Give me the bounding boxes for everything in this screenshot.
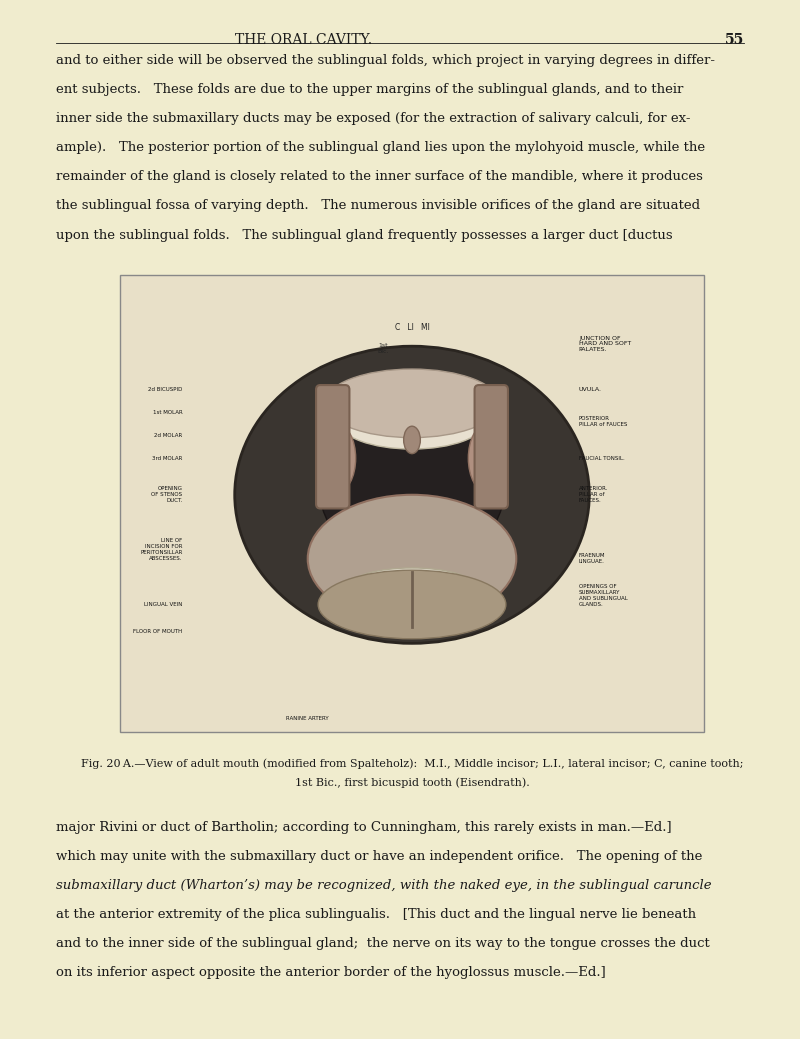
Ellipse shape [404,426,420,454]
Ellipse shape [234,346,590,643]
Text: Fig. 20 A.—View of adult mouth (modified from Spalteholz):  M.I., Middle incisor: Fig. 20 A.—View of adult mouth (modified… [81,758,743,769]
Text: THE ORAL CAVITY.: THE ORAL CAVITY. [235,33,373,47]
Text: 3rd MOLAR: 3rd MOLAR [152,456,182,460]
Ellipse shape [318,570,506,639]
Text: FAUCIAL TONSIL.: FAUCIAL TONSIL. [579,456,625,460]
Ellipse shape [468,424,506,492]
Text: ANTERIOR.
PILLAR of
FAUCES.: ANTERIOR. PILLAR of FAUCES. [579,486,608,503]
Text: 1st Bic., first bicuspid tooth (Eisendrath).: 1st Bic., first bicuspid tooth (Eisendra… [294,777,530,788]
Text: 2d MOLAR: 2d MOLAR [154,433,182,437]
Text: on its inferior aspect opposite the anterior border of the hyoglossus muscle.—Ed: on its inferior aspect opposite the ante… [56,966,606,980]
Text: at the anterior extremity of the plica sublingualis.   [This duct and the lingua: at the anterior extremity of the plica s… [56,908,696,922]
Text: upon the sublingual folds.   The sublingual gland frequently possesses a larger : upon the sublingual folds. The sublingua… [56,229,673,242]
Bar [120,275,704,732]
Text: FLOOR OF MOUTH: FLOOR OF MOUTH [134,630,182,635]
Text: which may unite with the submaxillary duct or have an independent orifice.   The: which may unite with the submaxillary du… [56,850,702,863]
Text: ample).   The posterior portion of the sublingual gland lies upon the mylohyoid : ample). The posterior portion of the sub… [56,141,705,155]
FancyBboxPatch shape [474,385,508,508]
Text: and to the inner side of the sublingual gland;  the nerve on its way to the tong: and to the inner side of the sublingual … [56,937,710,951]
Ellipse shape [350,568,474,605]
Text: RANINE ARTERY: RANINE ARTERY [286,716,329,721]
Text: 1st MOLAR: 1st MOLAR [153,410,182,415]
Text: C   LI   MI: C LI MI [394,323,430,332]
Ellipse shape [339,394,485,449]
Text: major Rivini or duct of Bartholin; according to Cunningham, this rarely exists i: major Rivini or duct of Bartholin; accor… [56,821,672,834]
Text: LINE OF
INCISION FOR
PERITONSILLAR
ABSCESSES.: LINE OF INCISION FOR PERITONSILLAR ABSCE… [140,538,182,561]
Text: submaxillary duct (Wharton’s) may be recognized, with the naked eye, in the subl: submaxillary duct (Wharton’s) may be rec… [56,879,712,893]
Text: POSTERIOR
PILLAR of FAUCES: POSTERIOR PILLAR of FAUCES [579,417,627,427]
FancyBboxPatch shape [316,385,350,508]
Text: FRAENUM
LINGUAE.: FRAENUM LINGUAE. [579,554,606,564]
Text: ent subjects.   These folds are due to the upper margins of the sublingual gland: ent subjects. These folds are due to the… [56,83,683,97]
Text: remainder of the gland is closely related to the inner surface of the mandible, : remainder of the gland is closely relate… [56,170,703,184]
Ellipse shape [318,390,506,572]
Text: 1st
Bic.: 1st Bic. [377,343,389,354]
Ellipse shape [318,424,356,492]
Ellipse shape [325,369,499,437]
Text: and to either side will be observed the sublingual folds, which project in varyi: and to either side will be observed the … [56,54,715,68]
Text: UVULA.: UVULA. [579,388,602,392]
Text: the sublingual fossa of varying depth.   The numerous invisible orifices of the : the sublingual fossa of varying depth. T… [56,199,700,213]
Text: OPENING
OF STENOS
DUCT.: OPENING OF STENOS DUCT. [151,486,182,503]
Text: 2d BICUSPID: 2d BICUSPID [148,388,182,392]
Text: 55: 55 [725,33,744,47]
Text: LINGUAL VEIN: LINGUAL VEIN [144,602,182,607]
Text: OPENINGS OF
SUBMAXILLARY
AND SUBLINGUAL
GLANDS.: OPENINGS OF SUBMAXILLARY AND SUBLINGUAL … [579,584,628,607]
Ellipse shape [308,495,516,622]
Text: JUNCTION OF
HARD AND SOFT
PALATES.: JUNCTION OF HARD AND SOFT PALATES. [579,336,631,352]
Text: inner side the submaxillary ducts may be exposed (for the extraction of salivary: inner side the submaxillary ducts may be… [56,112,690,126]
